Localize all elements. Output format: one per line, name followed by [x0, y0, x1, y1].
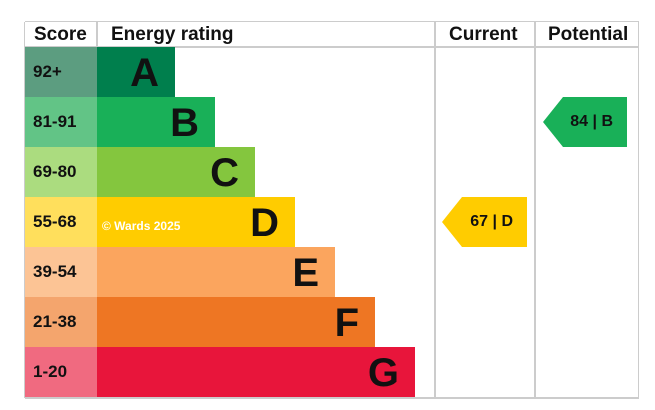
- header-current: Current: [449, 24, 518, 45]
- band-letter: D: [250, 201, 279, 245]
- band-letter: G: [367, 351, 399, 395]
- band-letter: A: [130, 51, 159, 95]
- current-rating-arrow: 67 | D: [442, 197, 527, 247]
- header-score: Score: [34, 24, 87, 45]
- band-bar-A: A: [97, 47, 175, 97]
- grid-bottom: [25, 397, 639, 399]
- grid-col: [96, 22, 98, 47]
- band-bar-E: E: [97, 247, 335, 297]
- watermark: © Wards 2025: [102, 219, 181, 233]
- band-bar-D: D © Wards 2025: [97, 197, 295, 247]
- band-letter: B: [170, 101, 199, 145]
- grid-col: [24, 22, 25, 398]
- grid-col: [534, 22, 536, 398]
- grid-header-bottom: [25, 46, 639, 48]
- band-letter: C: [210, 151, 239, 195]
- header-potential: Potential: [548, 24, 629, 45]
- score-range-G: 1-20: [25, 347, 97, 397]
- band-bar-G: G: [97, 347, 415, 397]
- band-letter: F: [334, 301, 359, 345]
- band-bar-B: B: [97, 97, 215, 147]
- score-range-D: 55-68: [25, 197, 97, 247]
- score-range-B: 81-91: [25, 97, 97, 147]
- band-bar-C: C: [97, 147, 255, 197]
- grid-col: [434, 22, 436, 398]
- score-range-C: 69-80: [25, 147, 97, 197]
- potential-rating-arrow: 84 | B: [543, 97, 627, 147]
- band-letter: E: [292, 251, 319, 295]
- grid-col: [638, 22, 639, 398]
- score-range-E: 39-54: [25, 247, 97, 297]
- grid-top: [25, 21, 639, 22]
- band-bar-F: F: [97, 297, 375, 347]
- score-range-F: 21-38: [25, 297, 97, 347]
- header-energy-rating: Energy rating: [111, 24, 234, 45]
- score-range-A: 92+: [25, 47, 97, 97]
